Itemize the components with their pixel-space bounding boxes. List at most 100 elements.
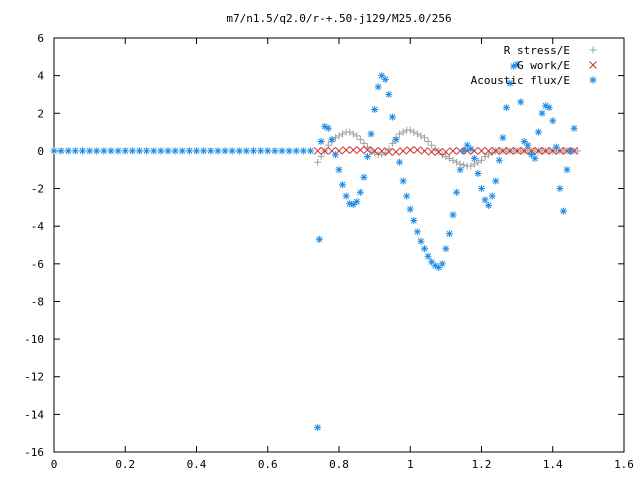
data-point bbox=[502, 104, 510, 112]
data-point bbox=[107, 147, 115, 155]
data-point bbox=[200, 147, 208, 155]
y-tick-label: -14 bbox=[24, 408, 44, 421]
data-point bbox=[499, 147, 507, 155]
y-tick-label: -10 bbox=[24, 333, 44, 346]
data-point bbox=[399, 147, 407, 155]
data-point bbox=[527, 147, 536, 155]
data-point bbox=[427, 147, 436, 156]
data-point bbox=[460, 147, 468, 155]
y-tick-label: -12 bbox=[24, 371, 44, 384]
data-point bbox=[545, 104, 553, 112]
data-point bbox=[488, 192, 496, 200]
data-point bbox=[434, 147, 443, 156]
data-point bbox=[342, 146, 350, 154]
data-point bbox=[399, 177, 407, 185]
data-point bbox=[563, 147, 571, 155]
data-point bbox=[250, 147, 257, 155]
x-tick-label: 0.2 bbox=[115, 458, 135, 471]
data-point bbox=[324, 124, 332, 132]
data-point bbox=[442, 153, 450, 161]
data-point bbox=[453, 158, 461, 166]
data-point bbox=[392, 136, 400, 144]
data-point bbox=[552, 143, 560, 151]
data-point bbox=[513, 60, 521, 68]
data-point bbox=[456, 147, 464, 155]
data-point bbox=[228, 147, 236, 155]
legend-label: Acoustic flux/E bbox=[471, 74, 570, 87]
data-point bbox=[335, 166, 343, 174]
data-point bbox=[121, 147, 129, 155]
data-point bbox=[556, 185, 564, 193]
data-point bbox=[164, 147, 172, 155]
data-point bbox=[474, 158, 482, 166]
x-tick-label: 1.4 bbox=[543, 458, 563, 471]
data-point bbox=[378, 151, 386, 159]
data-point bbox=[314, 158, 322, 166]
data-point bbox=[353, 132, 361, 140]
data-point bbox=[406, 205, 414, 213]
data-point bbox=[477, 147, 486, 155]
data-point bbox=[385, 147, 393, 156]
x-tick-label: 1 bbox=[407, 458, 414, 471]
x-tick-label: 1.2 bbox=[472, 458, 492, 471]
data-point bbox=[346, 128, 354, 136]
data-point bbox=[453, 188, 461, 196]
data-point bbox=[360, 139, 368, 147]
data-point bbox=[143, 147, 151, 155]
data-point bbox=[470, 154, 478, 162]
data-point bbox=[431, 145, 439, 153]
data-point bbox=[392, 147, 400, 156]
data-point bbox=[242, 147, 250, 155]
data-point bbox=[388, 113, 396, 121]
data-point bbox=[428, 141, 436, 149]
data-point bbox=[292, 147, 300, 155]
data-point bbox=[474, 169, 482, 177]
data-point bbox=[424, 138, 432, 145]
x-axis: 0 0.2 0.4 0.6 0.8 1 1.2 1.4 1.6 bbox=[51, 38, 634, 471]
x-tick-label: 0.8 bbox=[329, 458, 349, 471]
data-point bbox=[339, 130, 347, 138]
y-tick-label: 2 bbox=[37, 107, 44, 120]
data-point bbox=[460, 161, 468, 169]
data-point bbox=[570, 124, 578, 132]
data-point bbox=[574, 147, 582, 155]
data-point bbox=[271, 147, 279, 155]
data-point bbox=[364, 153, 371, 161]
data-point bbox=[328, 136, 336, 144]
data-point bbox=[278, 147, 286, 155]
data-point bbox=[410, 128, 418, 136]
data-point bbox=[349, 201, 357, 209]
y-tick-label: 4 bbox=[37, 70, 44, 83]
data-point bbox=[445, 230, 453, 238]
data-point bbox=[178, 147, 186, 155]
x-tick-label: 0 bbox=[51, 458, 58, 471]
x-tick-label: 0.6 bbox=[258, 458, 278, 471]
data-point bbox=[449, 156, 457, 164]
data-point bbox=[421, 134, 428, 142]
data-point bbox=[417, 237, 425, 245]
series-layer bbox=[50, 60, 582, 432]
data-point bbox=[513, 147, 521, 155]
data-point bbox=[527, 151, 535, 159]
data-point bbox=[349, 146, 358, 154]
data-point bbox=[363, 146, 372, 154]
data-point bbox=[449, 211, 457, 219]
data-point bbox=[420, 147, 429, 155]
legend-label: R stress/E bbox=[504, 44, 570, 57]
data-point bbox=[538, 109, 546, 117]
data-point bbox=[495, 156, 503, 164]
data-point bbox=[478, 185, 485, 193]
data-point bbox=[79, 147, 86, 155]
data-point bbox=[517, 98, 525, 106]
legend-marker bbox=[589, 76, 597, 84]
data-point bbox=[314, 424, 322, 432]
data-point bbox=[349, 130, 357, 138]
data-point bbox=[467, 162, 475, 170]
data-point bbox=[356, 188, 364, 196]
data-point bbox=[506, 147, 514, 155]
data-point bbox=[485, 151, 493, 159]
data-point bbox=[339, 181, 347, 189]
data-point bbox=[396, 158, 404, 166]
data-point bbox=[406, 126, 414, 134]
legend-label: G work/E bbox=[517, 59, 570, 72]
